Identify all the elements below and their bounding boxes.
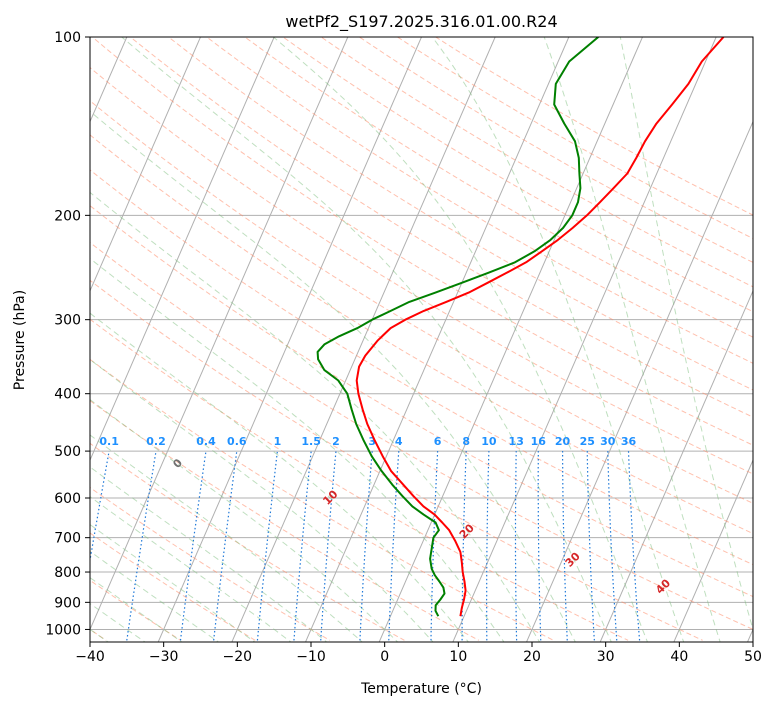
x-tick-label: −20: [223, 649, 253, 665]
temperature-profile: [355, 37, 725, 617]
mixing-ratio-label: 0.6: [227, 435, 247, 448]
isotherm-line: [452, 37, 717, 642]
y-tick-label: 500: [54, 444, 81, 460]
isotherm-line: [673, 458, 753, 642]
x-axis-label: Temperature (°C): [360, 681, 482, 697]
moist-adiabat-line: [90, 434, 363, 642]
dry-adiabat-line: [90, 205, 753, 598]
y-tick-label: 900: [54, 595, 81, 611]
mixing-ratio-line: [388, 451, 400, 642]
isotherm-line: [90, 37, 349, 631]
isotherm-line: [90, 37, 201, 293]
dry-adiabat-line: [90, 318, 629, 641]
isotherm-line: [526, 120, 753, 642]
mixing-ratio-label: 16: [531, 435, 547, 448]
x-tick-label: 20: [523, 649, 541, 665]
mixing-ratio-line: [430, 451, 439, 642]
dry-adiabat-line: [90, 442, 405, 641]
x-tick-label: −40: [75, 649, 105, 665]
mixing-ratio-line: [486, 451, 490, 642]
x-tick-label: 10: [449, 649, 467, 665]
x-tick-label: 30: [597, 649, 615, 665]
moist-adiabat-line: [90, 257, 505, 642]
mixing-ratio-line: [514, 451, 518, 642]
moist-adiabat-line: [90, 312, 470, 642]
x-tick-label: 50: [744, 649, 762, 665]
plot-area: 0.10.20.40.611.52346810131620253036-100-…: [90, 37, 753, 642]
dry-adiabat-line: [90, 241, 753, 630]
mixing-ratio-label: 0.2: [146, 435, 166, 448]
mixing-ratio-label: 1: [274, 435, 282, 448]
isotherm-line: [378, 37, 643, 642]
dry-adiabat-line: [129, 37, 753, 418]
mixing-ratio-line: [586, 451, 596, 642]
mixing-ratio-label: 25: [580, 435, 595, 448]
mixing-ratio-label: 0.1: [99, 435, 119, 448]
mixing-ratio-label: 8: [462, 435, 470, 448]
dry-adiabat-line: [167, 37, 753, 391]
moist-adiabat-line: [90, 398, 399, 642]
x-tick-label: −10: [296, 649, 326, 665]
mixing-ratio-label: 20: [555, 435, 571, 448]
dewpoint-profile: [316, 37, 599, 617]
mixing-ratio-line: [461, 451, 467, 642]
dry-adiabat-line: [396, 37, 753, 240]
mixing-ratio-label: 4: [395, 435, 403, 448]
isotherm-line: [599, 289, 753, 642]
dry-adiabat-line: [205, 37, 753, 364]
chart-title: wetPf2_S197.2025.316.01.00.R24: [285, 12, 557, 32]
dry-adiabat-line: [90, 279, 703, 641]
y-tick-label: 400: [54, 387, 81, 403]
axes: −40 −30 −20 −10 0 10 20 30 40 5010020030040050060…: [45, 30, 762, 665]
mixing-ratio-label: 36: [621, 435, 637, 448]
sounding-profiles: [316, 37, 725, 617]
dry-adiabat-line: [90, 134, 753, 535]
moist-adiabat-line: [543, 37, 721, 642]
moist-adiabat-line: [619, 37, 753, 632]
y-tick-label: 600: [54, 491, 81, 507]
mixing-ratio-label: 10: [481, 435, 497, 448]
mixing-ratio-label: 13: [509, 435, 524, 448]
x-tick-label: 0: [380, 649, 389, 665]
dry-adiabat-line: [90, 66, 753, 475]
y-tick-label: 300: [54, 313, 81, 329]
y-tick-label: 700: [54, 531, 81, 547]
mixing-ratio-label: 3: [368, 435, 376, 448]
mixing-ratio-label: 0.4: [196, 435, 216, 448]
dry-adiabat-line: [90, 100, 753, 504]
moist-adiabat-line: [90, 191, 541, 642]
y-tick-label: 200: [54, 208, 81, 224]
dry-adiabat-line: [90, 486, 331, 641]
moist-adiabat-line: [90, 358, 434, 642]
y-tick-label: 100: [54, 30, 81, 46]
isotherm-line: [157, 37, 422, 642]
dry-adiabat-line: [320, 37, 753, 288]
dry-adiabats: [90, 37, 753, 641]
x-tick-label: 40: [670, 649, 688, 665]
y-tick-label: 800: [54, 565, 81, 581]
y-axis-label: Pressure (hPa): [12, 290, 28, 390]
isotherm-line: [90, 37, 275, 462]
mixing-ratio-label: 6: [434, 435, 442, 448]
moist-adiabat-line: [431, 37, 685, 642]
x-tick-label: −30: [149, 649, 179, 665]
mixing-ratio-label: 30: [600, 435, 616, 448]
plot-frame: [89, 36, 754, 643]
mixing-ratio-lines: [90, 450, 641, 642]
dry-adiabat-line: [90, 169, 753, 566]
isotherm-line: [231, 37, 496, 642]
moist-adiabat-line: [90, 110, 576, 642]
line-labels: 0.10.20.40.611.52346810131620253036-100-…: [99, 435, 673, 597]
y-tick-label: 1000: [45, 622, 81, 638]
mixing-ratio-line: [561, 451, 569, 642]
moist-adiabat-line: [121, 37, 612, 642]
mixing-ratio-label: 2: [332, 435, 340, 448]
mixing-ratio-line: [537, 451, 542, 642]
mixing-ratio-label: 1.5: [301, 435, 321, 448]
dry-adiabat-line: [244, 37, 753, 338]
